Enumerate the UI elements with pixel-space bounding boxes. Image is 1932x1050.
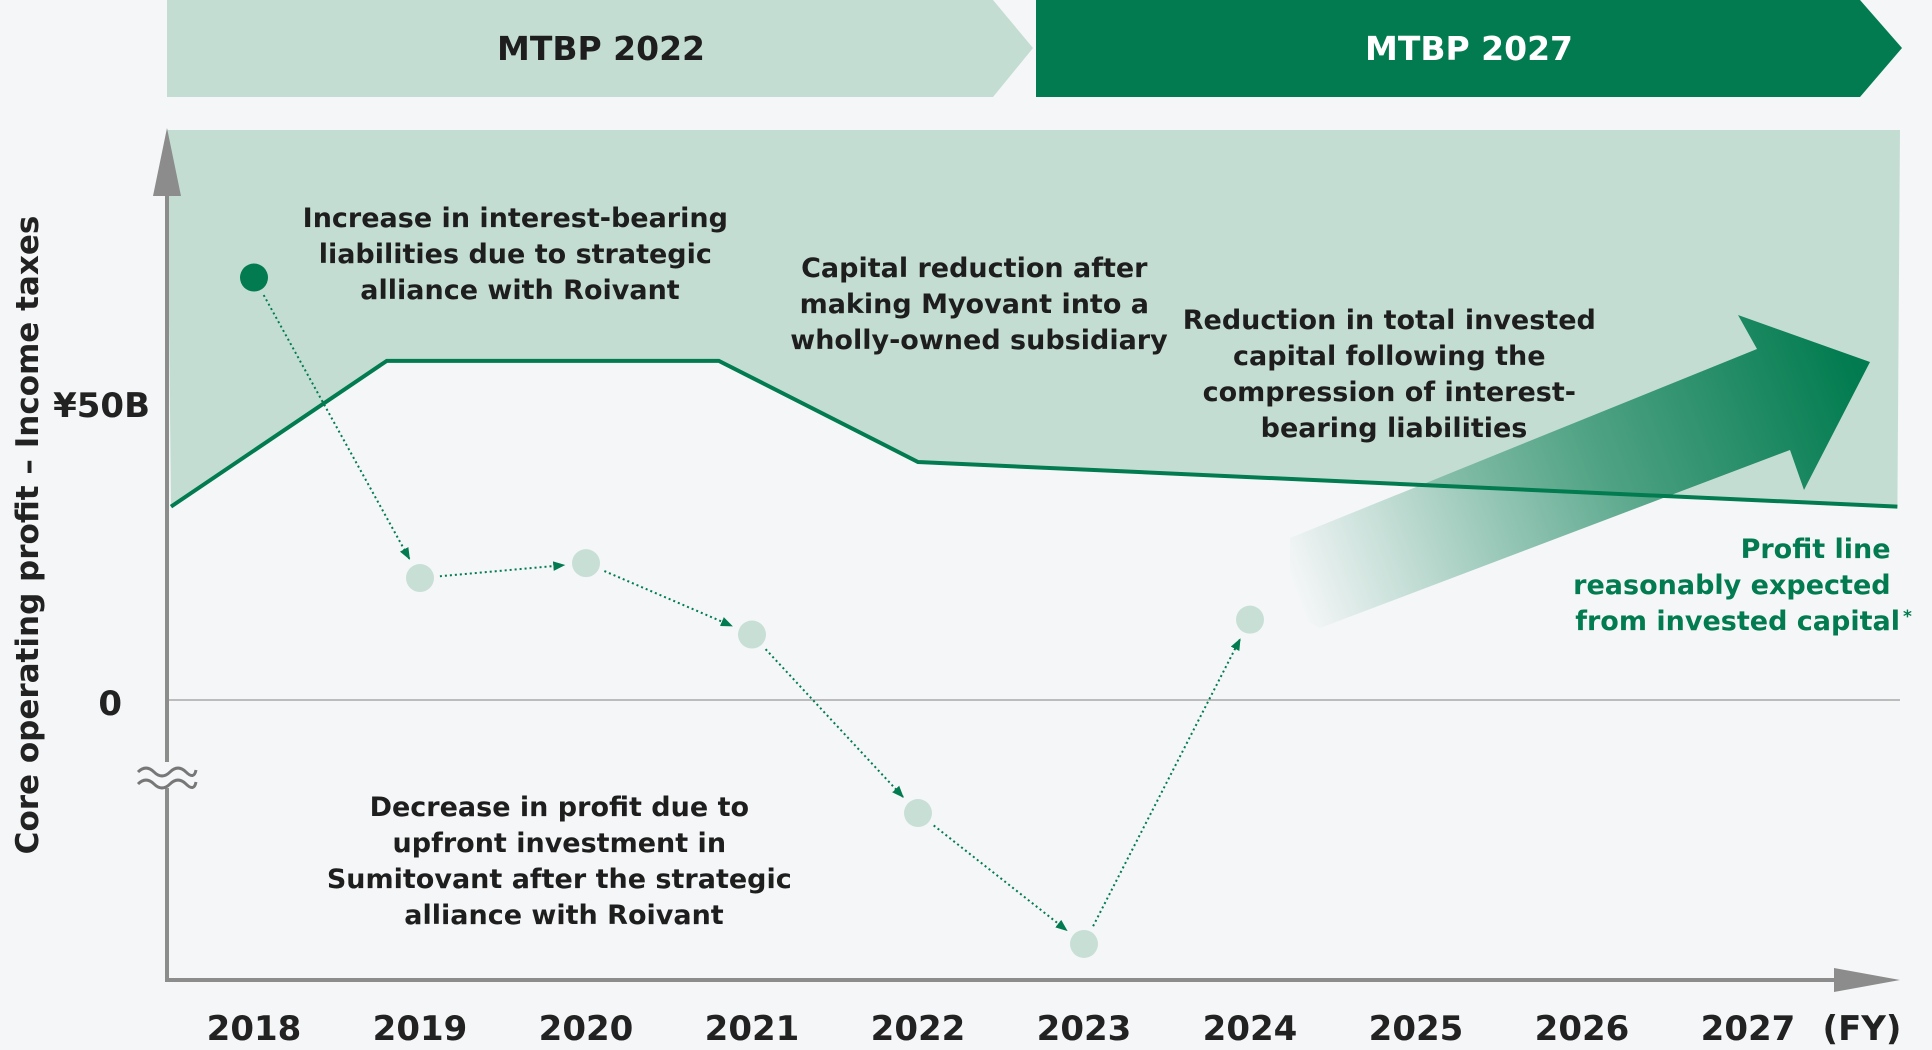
- connector-arrow-2023-2024: [1092, 638, 1241, 927]
- x-tick-label-2026: 2026: [1535, 1009, 1630, 1046]
- annotation-capital-reduction: Capital reduction after making Myovant i…: [790, 253, 1168, 356]
- axis-break-mark: [136, 762, 200, 790]
- phase-band-mtbp-2027: [1036, 0, 1902, 97]
- annotation-interest-bearing: Increase in interest-bearing liabilities…: [303, 203, 738, 306]
- x-tick-label-2023: 2023: [1037, 1009, 1132, 1046]
- x-axis-arrowhead: [1834, 968, 1900, 992]
- x-tick-label-2022: 2022: [871, 1009, 966, 1046]
- annotation-profit-decrease: Decrease in profit due to upfront invest…: [327, 792, 801, 931]
- y-tick-label-zero: 0: [98, 684, 122, 724]
- x-tick-labels: 2018 2019 2020 2021 2022 2023 2024 2025 2026 2027: [207, 1009, 1796, 1049]
- connector-arrow-2021-2022: [764, 648, 904, 798]
- phase-label-mtbp-2022: MTBP 2022: [497, 29, 705, 68]
- data-point-2021: [738, 620, 766, 649]
- data-point-2019: [406, 564, 434, 593]
- x-tick-label-2025: 2025: [1369, 1009, 1464, 1046]
- connector-arrow-2022-2023: [933, 824, 1068, 932]
- invested-capital-zone: [167, 130, 1900, 507]
- data-point-2018: [240, 263, 268, 292]
- growth-arrow: [1290, 315, 1870, 628]
- x-axis-unit: (FY): [1823, 1009, 1902, 1046]
- phase-label-mtbp-2027: MTBP 2027: [1365, 29, 1573, 68]
- data-point-2024: [1236, 605, 1264, 634]
- y-axis-title: Core operating profit – Income taxes: [10, 216, 46, 855]
- x-tick-label-2019: 2019: [373, 1009, 468, 1046]
- connector-arrow-2019-2020: [439, 561, 566, 578]
- x-tick-label-2027: 2027: [1701, 1009, 1796, 1046]
- connector-arrow-2018-2019: [262, 294, 411, 560]
- x-tick-label-2018: 2018: [207, 1009, 302, 1046]
- y-tick-label-50b: ¥50B: [53, 386, 150, 426]
- x-tick-label-2024: 2024: [1203, 1009, 1298, 1046]
- annotation-total-invested-capital: Reduction in total invested capital foll…: [1183, 305, 1606, 444]
- expected-profit-line: [169, 358, 1898, 509]
- x-tick-label-2021: 2021: [705, 1009, 800, 1046]
- legend-profit-line: Profit line reasonably expected from inv…: [1573, 534, 1900, 637]
- data-point-2022: [904, 799, 932, 828]
- x-tick-label-2020: 2020: [539, 1009, 634, 1046]
- data-point-2020: [572, 549, 600, 578]
- legend-footnote-mark: *: [1903, 607, 1912, 627]
- phase-band-mtbp-2022: [167, 0, 1033, 97]
- connector-arrow-2020-2021: [603, 570, 733, 627]
- data-point-2023: [1070, 929, 1098, 958]
- point-connectors: [262, 294, 1241, 932]
- y-axis-arrowhead: [153, 128, 181, 196]
- data-points: [240, 263, 1264, 958]
